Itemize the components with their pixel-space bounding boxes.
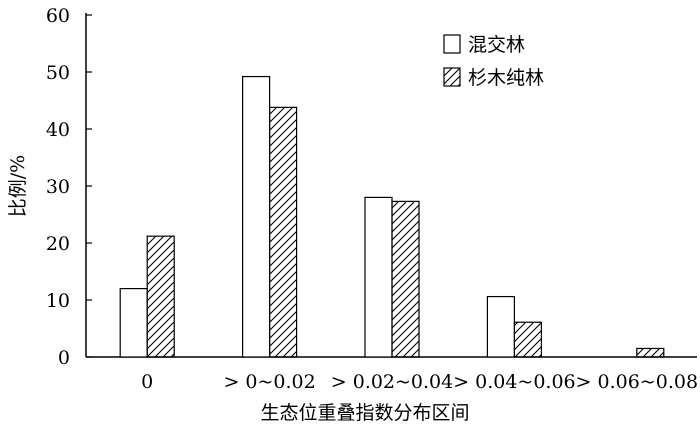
x-tick-label: > 0.06~0.08 [576, 371, 699, 393]
y-tick-label: 30 [46, 176, 70, 198]
x-tick-label: > 0.02~0.04 [331, 371, 454, 393]
legend-swatch [443, 34, 461, 54]
legend-swatch [443, 67, 461, 87]
y-tick-label: 40 [46, 119, 70, 141]
y-ticks: 0 10 20 30 40 50 60 [46, 5, 92, 369]
y-tick-label: 10 [46, 290, 70, 312]
bar-open-0 [119, 288, 148, 358]
bars [119, 75, 665, 358]
x-ticks: 0 > 0~0.02 > 0.02~0.04 > 0.04~0.06 > 0.06~0.… [141, 371, 698, 393]
y-tick-label: 0 [58, 347, 70, 369]
y-tick-label: 50 [46, 62, 70, 84]
bar-hatched-0 [146, 235, 175, 358]
x-axis-title: 生态位重叠指数分布区间 [260, 402, 469, 424]
x-tick-label: > 0.04~0.06 [453, 371, 576, 393]
plot-area: 0 10 20 30 40 50 60 0 > 0~0.02 > 0.02~0.04 > 0.04… [46, 5, 698, 393]
x-tick-label: > 0~0.02 [223, 371, 315, 393]
bar-open-3 [486, 295, 515, 358]
y-tick-label: 20 [46, 233, 70, 255]
bar-hatched-2 [391, 200, 420, 358]
bar-hatched-4 [636, 347, 665, 358]
legend-label: 混交林 [468, 34, 525, 56]
bar-hatched-3 [513, 321, 543, 358]
y-axis-title: 比例/% [7, 155, 29, 217]
y-tick-label: 60 [46, 5, 70, 27]
legend-label: 杉木纯林 [468, 67, 544, 89]
bar-open-1 [242, 75, 271, 358]
bar-hatched-1 [269, 106, 298, 358]
x-tick-label: 0 [141, 371, 153, 393]
bar-open-2 [364, 196, 393, 358]
